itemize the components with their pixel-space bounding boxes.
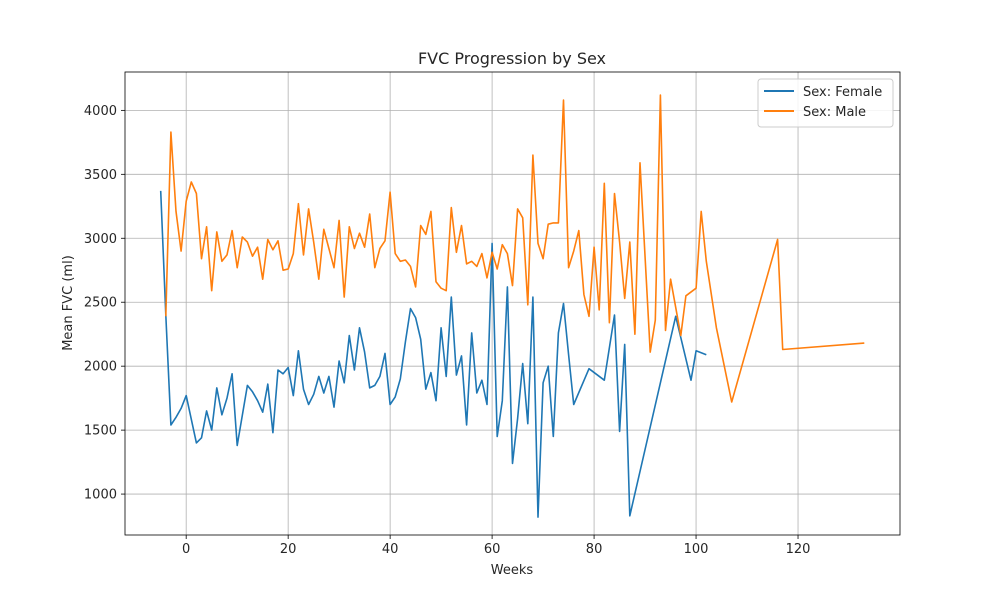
plot-frame — [124, 71, 901, 536]
x-tick-label: 0 — [182, 542, 190, 557]
x-axis-label: Weeks — [491, 563, 534, 578]
x-tick-label: 60 — [484, 542, 501, 557]
legend-label-female: Sex: Female — [803, 85, 882, 100]
y-tick-label: 1500 — [84, 424, 117, 439]
legend-label-male: Sex: Male — [803, 105, 866, 120]
y-tick-label: 3500 — [84, 168, 117, 183]
x-tick-label: 100 — [684, 542, 709, 557]
y-axis-label: Mean FVC (ml) — [61, 255, 76, 351]
chart-title: FVC Progression by Sex — [418, 49, 606, 68]
y-tick-label: 2500 — [84, 296, 117, 311]
series-line-female — [159, 190, 707, 518]
y-tick-label: 1000 — [84, 488, 117, 503]
x-tick-label: 80 — [586, 542, 603, 557]
y-tick-label: 3000 — [84, 232, 117, 247]
plot-lines — [159, 94, 865, 518]
y-tick-label: 2000 — [84, 360, 117, 375]
grid — [125, 72, 900, 535]
y-tick-label: 4000 — [84, 104, 117, 119]
x-tick-label: 120 — [786, 542, 811, 557]
x-axis: 0 20 40 60 80 100 120 — [182, 535, 810, 557]
y-axis: 1000 1500 2000 2500 3000 3500 4000 — [84, 104, 125, 503]
series-line-male — [165, 94, 865, 403]
x-tick-label: 40 — [382, 542, 399, 557]
x-tick-label: 20 — [280, 542, 297, 557]
legend: Sex: Female Sex: Male — [757, 78, 894, 128]
